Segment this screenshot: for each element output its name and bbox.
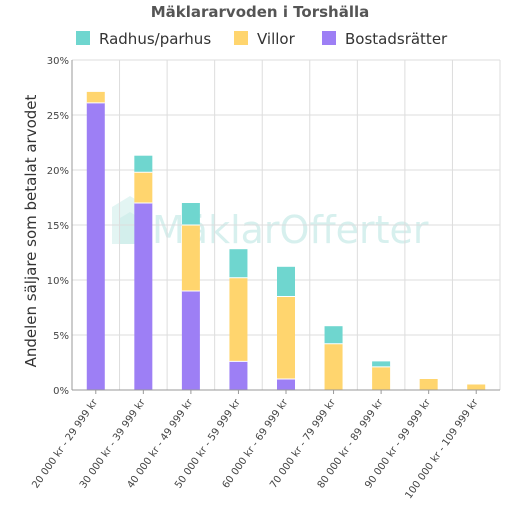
bar-segment	[134, 203, 153, 390]
bar-segment	[229, 277, 248, 362]
y-tick-label: 0%	[53, 386, 69, 397]
bar-segment	[134, 155, 153, 173]
bar-segment	[181, 203, 200, 225]
legend: Radhus/parhus Villor Bostadsrätter	[76, 30, 448, 48]
legend-swatch	[234, 31, 248, 45]
bar-segment	[86, 102, 105, 391]
chart-title: Mäklararvoden i Torshälla	[151, 3, 370, 21]
legend-label: Villor	[257, 30, 296, 48]
bar-segment	[181, 225, 200, 291]
bar-segment	[134, 172, 153, 203]
bar-segment	[324, 343, 343, 390]
bars	[86, 91, 486, 391]
y-tick-label: 25%	[47, 111, 69, 122]
y-tick-label: 30%	[47, 56, 69, 67]
bar-segment	[324, 326, 343, 344]
y-axis-label: Andelen säljare som betalat arvodet	[22, 94, 40, 367]
bar-segment	[181, 291, 200, 390]
watermark: MäklarOfferter	[112, 196, 429, 252]
bar-segment	[277, 379, 295, 390]
bar-segment	[229, 249, 248, 278]
y-tick-label: 15%	[47, 221, 69, 232]
legend-swatch	[322, 31, 336, 45]
bar-segment	[277, 266, 295, 297]
y-tick-label: 10%	[47, 276, 69, 287]
bar-segment	[372, 361, 391, 367]
bar-segment	[467, 384, 486, 390]
bar-segment	[372, 366, 391, 390]
bar-segment	[229, 361, 248, 390]
legend-label: Radhus/parhus	[99, 30, 211, 48]
legend-label: Bostadsrätter	[345, 30, 448, 48]
legend-swatch	[76, 31, 90, 45]
y-tick-label: 5%	[53, 331, 69, 342]
bar-segment	[277, 296, 295, 379]
bar-segment	[419, 379, 438, 390]
bar-segment	[86, 91, 105, 103]
y-tick-label: 20%	[47, 166, 69, 177]
